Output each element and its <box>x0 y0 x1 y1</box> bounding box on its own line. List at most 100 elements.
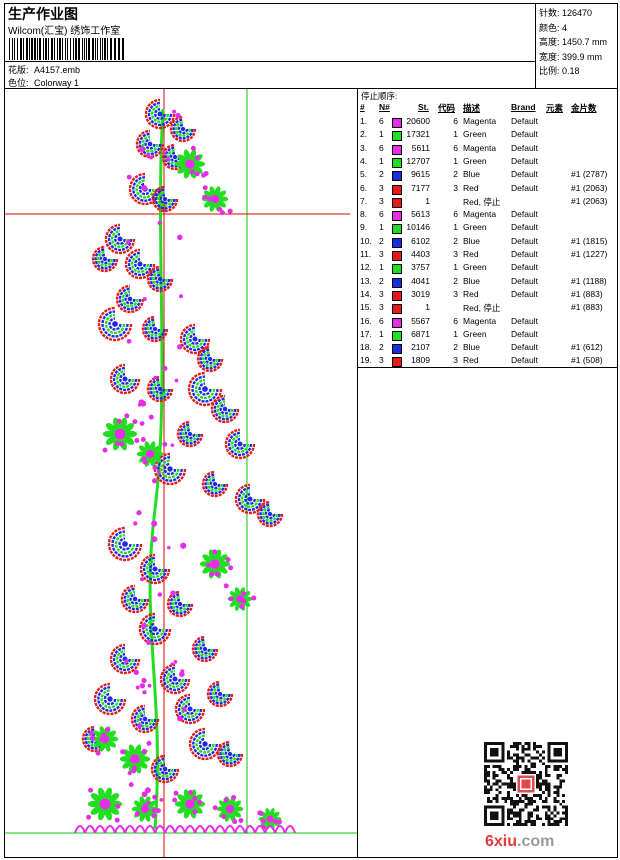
row-index: 2. <box>360 129 368 140</box>
row-code: 1 <box>453 155 458 166</box>
colorway-row: 色位: Colorway 1 <box>8 76 79 89</box>
row-index: 17. <box>360 328 372 339</box>
color-swatch <box>392 251 402 261</box>
row-stitches: 9615 <box>411 169 430 180</box>
stat-stitches: 针数: 126470 <box>539 6 617 21</box>
row-brand: Default <box>511 182 538 193</box>
row-brand: Default <box>511 315 538 326</box>
stat-value: 399.9 mm <box>562 51 603 62</box>
row-description: Red, 停止 <box>463 196 501 207</box>
row-sequins: #1 (2787) <box>571 169 608 180</box>
table-header: # N# St. 代码 描述 Brand 元素 金片数 <box>358 102 617 115</box>
row-description: Red <box>463 249 479 259</box>
table-row: 3. 6 5611 6 Magenta Default <box>358 143 617 156</box>
company-name: Wilcom(汇宝) 绣饰工作室 <box>8 26 121 37</box>
row-stitches: 17321 <box>406 129 430 140</box>
color-swatch <box>392 357 402 368</box>
row-stitches: 12707 <box>406 155 430 166</box>
stat-value: 126470 <box>562 8 593 18</box>
row-description: Magenta <box>463 315 497 326</box>
row-stitches: 7177 <box>411 182 430 193</box>
col-sequins: 金片数 <box>571 103 597 113</box>
table-row: 2. 1 17321 1 Green Default <box>358 129 617 142</box>
color-swatch <box>392 211 402 222</box>
row-sequins: #1 (508) <box>571 355 603 366</box>
table-row: 4. 1 12707 1 Green Default <box>358 156 617 169</box>
stat-label: 针数: <box>539 8 560 18</box>
color-swatch <box>392 304 402 315</box>
row-code: 1 <box>453 262 458 273</box>
table-row: 14. 3 3019 3 Red Default #1 (883) <box>358 289 617 302</box>
row-index: 11. <box>360 249 372 259</box>
color-swatch <box>392 118 402 128</box>
color-swatch <box>392 197 402 208</box>
row-stitches: 10146 <box>406 222 430 233</box>
row-brand: Default <box>511 222 538 233</box>
row-index: 16. <box>360 315 372 326</box>
color-swatch <box>392 330 402 341</box>
embroidery-design <box>5 89 357 857</box>
table-row: 18. 2 2107 2 Blue Default #1 (612) <box>358 342 617 355</box>
row-stitches: 2107 <box>411 342 430 353</box>
table-row: 15. 3 1 Red, 停止 #1 (883) <box>358 302 617 315</box>
row-sequins: #1 (2063) <box>571 195 608 206</box>
design-file-value: A4157.emb <box>34 65 81 75</box>
stop-sequence-title: 停止顺序: <box>361 91 398 101</box>
row-brand: Default <box>511 355 538 366</box>
row-code: 3 <box>453 355 458 366</box>
row-code: 3 <box>453 182 458 193</box>
divider <box>5 61 535 62</box>
stat-height: 高度: 1450.7 mm <box>539 35 617 50</box>
row-needle: 1 <box>379 262 384 273</box>
row-sequins: #1 (883) <box>571 302 603 313</box>
table-row: 7. 3 1 Red, 停止 #1 (2063) <box>358 196 617 209</box>
row-description: Green <box>463 129 487 140</box>
col-stitches: St. <box>418 102 429 112</box>
row-brand: Default <box>511 209 538 220</box>
row-description: Green <box>463 222 487 233</box>
color-swatch <box>392 264 402 275</box>
watermark-suffix: .com <box>517 833 555 850</box>
color-swatch <box>392 290 402 301</box>
table-row: 12. 1 3757 1 Green Default <box>358 262 617 275</box>
row-code: 1 <box>453 129 458 140</box>
stats-panel: 针数: 126470 颜色: 4 高度: 1450.7 mm 宽度: 399.9… <box>536 4 617 89</box>
color-swatch <box>392 171 402 182</box>
color-swatch <box>392 277 402 288</box>
row-needle: 1 <box>379 222 384 233</box>
row-description: Blue <box>463 169 481 180</box>
row-description: Red <box>463 355 479 366</box>
stat-scale: 比例: 0.18 <box>539 64 617 79</box>
row-needle: 3 <box>379 288 384 299</box>
row-stitches: 20600 <box>406 116 430 126</box>
row-stitches: 5567 <box>411 315 430 326</box>
color-swatch <box>392 131 402 142</box>
color-swatch <box>392 184 402 195</box>
site-watermark: 6xiu.com <box>485 833 554 851</box>
table-row: 19. 3 1809 3 Red Default #1 (508) <box>358 355 617 368</box>
row-stitches: 5613 <box>411 209 430 220</box>
row-code: 1 <box>453 328 458 339</box>
row-description: Magenta <box>463 209 497 220</box>
row-needle: 6 <box>379 142 384 153</box>
row-needle: 2 <box>379 275 384 286</box>
row-sequins: #1 (1188) <box>571 275 607 286</box>
table-row: 1. 6 20600 6 Magenta Default <box>358 116 617 129</box>
row-code: 2 <box>453 275 458 286</box>
row-brand: Default <box>511 155 538 166</box>
color-swatch <box>392 344 402 355</box>
color-swatch <box>392 144 402 155</box>
row-code: 3 <box>453 288 458 299</box>
row-index: 6. <box>360 182 368 193</box>
row-needle: 1 <box>379 155 384 166</box>
barcode-icon <box>9 38 124 60</box>
row-index: 9. <box>360 222 368 233</box>
row-description: Red <box>463 288 479 299</box>
table-row: 10. 2 6102 2 Blue Default #1 (1815) <box>358 236 617 249</box>
row-needle: 3 <box>379 249 384 259</box>
row-description: Green <box>463 328 487 339</box>
row-description: Red <box>463 182 479 193</box>
row-sequins: #1 (1227) <box>571 249 608 259</box>
table-row: 5. 2 9615 2 Blue Default #1 (2787) <box>358 169 617 182</box>
row-index: 19. <box>360 355 372 366</box>
